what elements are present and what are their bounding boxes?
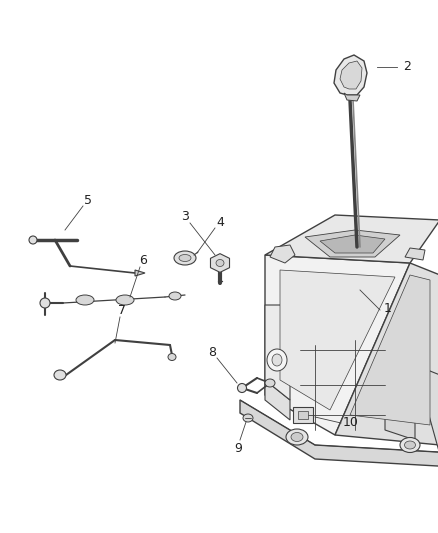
Text: 8: 8 bbox=[208, 345, 216, 359]
Bar bbox=[293, 407, 313, 423]
Ellipse shape bbox=[54, 370, 66, 380]
Ellipse shape bbox=[169, 292, 181, 300]
Polygon shape bbox=[320, 235, 385, 253]
Ellipse shape bbox=[216, 260, 224, 266]
Ellipse shape bbox=[243, 414, 253, 422]
Ellipse shape bbox=[76, 295, 94, 305]
Text: 7: 7 bbox=[118, 304, 126, 318]
Text: 5: 5 bbox=[84, 195, 92, 207]
Polygon shape bbox=[350, 275, 430, 425]
Polygon shape bbox=[135, 270, 145, 276]
Polygon shape bbox=[340, 61, 362, 89]
Polygon shape bbox=[270, 245, 295, 263]
Ellipse shape bbox=[400, 438, 420, 453]
Ellipse shape bbox=[40, 298, 50, 308]
Text: 6: 6 bbox=[139, 254, 147, 268]
Polygon shape bbox=[405, 248, 425, 260]
Ellipse shape bbox=[116, 295, 134, 305]
Ellipse shape bbox=[265, 379, 275, 387]
Polygon shape bbox=[335, 263, 438, 445]
Ellipse shape bbox=[291, 432, 303, 441]
Polygon shape bbox=[265, 305, 290, 400]
Ellipse shape bbox=[267, 349, 287, 371]
Bar bbox=[298, 411, 308, 419]
Ellipse shape bbox=[272, 354, 282, 366]
Text: 1: 1 bbox=[384, 302, 392, 314]
Ellipse shape bbox=[174, 251, 196, 265]
Polygon shape bbox=[385, 410, 415, 440]
Text: 9: 9 bbox=[234, 441, 242, 455]
Text: 3: 3 bbox=[181, 211, 189, 223]
Text: 2: 2 bbox=[403, 61, 411, 74]
Ellipse shape bbox=[286, 429, 308, 445]
Text: 10: 10 bbox=[343, 416, 359, 430]
Ellipse shape bbox=[179, 254, 191, 262]
Ellipse shape bbox=[29, 236, 37, 244]
Polygon shape bbox=[265, 380, 290, 420]
Ellipse shape bbox=[237, 384, 247, 392]
Polygon shape bbox=[344, 93, 360, 101]
Polygon shape bbox=[265, 215, 438, 263]
Polygon shape bbox=[305, 230, 400, 257]
Polygon shape bbox=[415, 365, 438, 455]
Polygon shape bbox=[334, 55, 367, 95]
Polygon shape bbox=[240, 400, 438, 467]
Polygon shape bbox=[265, 255, 410, 435]
Ellipse shape bbox=[168, 353, 176, 360]
Polygon shape bbox=[211, 254, 230, 272]
Text: 4: 4 bbox=[216, 216, 224, 230]
Ellipse shape bbox=[405, 441, 416, 449]
Polygon shape bbox=[280, 270, 395, 410]
